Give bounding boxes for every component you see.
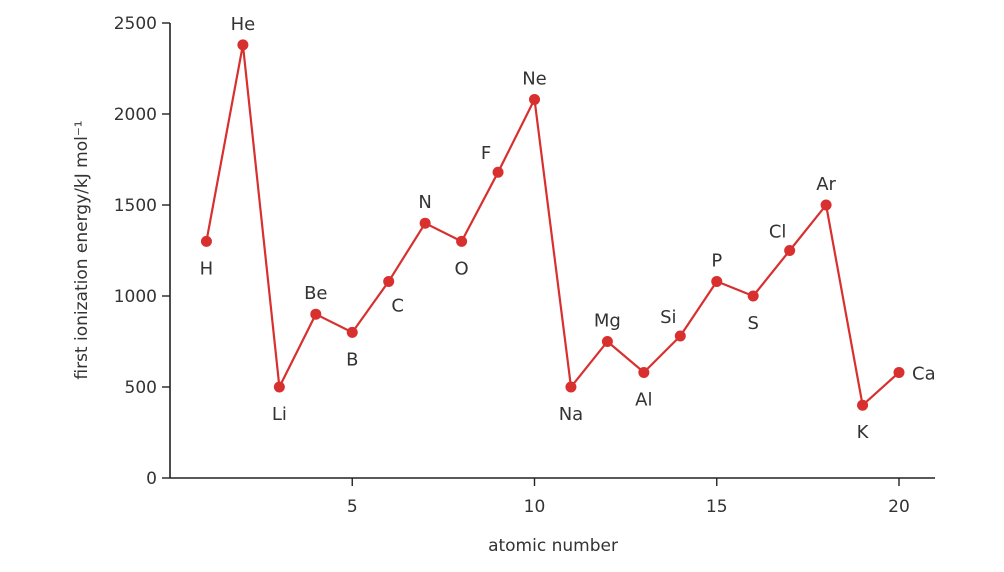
point-label-he: He [231,14,256,35]
point-label-ca: Ca [912,363,936,384]
data-point-he [237,39,249,51]
y-tick-label: 0 [146,469,157,489]
point-label-ne: Ne [522,68,547,89]
x-axis-title: atomic number [488,536,618,556]
data-point-f [492,166,504,178]
data-point-h [200,235,212,247]
point-label-b: B [346,349,358,370]
x-tick-label: 5 [347,497,358,517]
data-point-li [273,381,285,393]
point-label-ar: Ar [816,174,836,195]
point-label-si: Si [660,307,676,328]
series-line [205,43,900,407]
x-ticks: 5 10 15 20 [347,478,910,517]
point-label-cl: Cl [769,222,787,243]
data-point-s [747,290,759,302]
y-tick-label: 1000 [114,287,157,307]
data-point-ar [820,199,832,211]
data-point-si [674,330,686,342]
data-point-c [383,275,395,287]
y-axis-title: first ionization energy/kJ mol⁻¹ [72,120,92,379]
data-point-al [638,366,650,378]
plot-area: 0 500 1000 1500 2000 2500 5 10 15 20 H He Li Be B C N O… [114,14,936,517]
y-tick-label: 2000 [114,105,157,125]
data-point-o [456,235,468,247]
point-label-n: N [418,192,431,213]
point-label-mg: Mg [594,311,621,332]
x-tick-label: 15 [706,497,728,517]
point-label-k: K [857,422,870,443]
y-ticks: 0 500 1000 1500 2000 2500 [114,14,170,489]
point-label-na: Na [559,404,584,425]
data-point-cl [784,245,796,256]
point-label-c: C [391,295,404,316]
point-label-f: F [481,143,491,164]
data-point-k [857,399,869,411]
data-point-p [711,275,723,287]
data-point-ca [893,366,905,378]
point-label-h: H [200,258,214,279]
data-point-ne [529,93,540,105]
point-label-li: Li [272,404,287,425]
y-tick-label: 2500 [114,14,157,34]
x-tick-label: 10 [524,497,546,517]
series: H He Li Be B C N O F Ne Na Mg Al Si P S Cl Ar K Ca [200,14,936,443]
data-point-be [310,308,322,320]
data-point-b [346,326,358,338]
data-point-mg [601,336,613,347]
point-label-be: Be [304,283,327,304]
data-point-n [419,217,431,229]
y-tick-label: 500 [125,378,157,398]
x-tick-label: 20 [888,497,910,517]
point-label-s: S [747,313,758,334]
point-label-o: O [455,258,469,279]
point-label-p: P [711,250,722,271]
data-point-na [565,381,577,393]
y-tick-label: 1500 [114,196,157,216]
point-label-al: Al [635,389,652,410]
